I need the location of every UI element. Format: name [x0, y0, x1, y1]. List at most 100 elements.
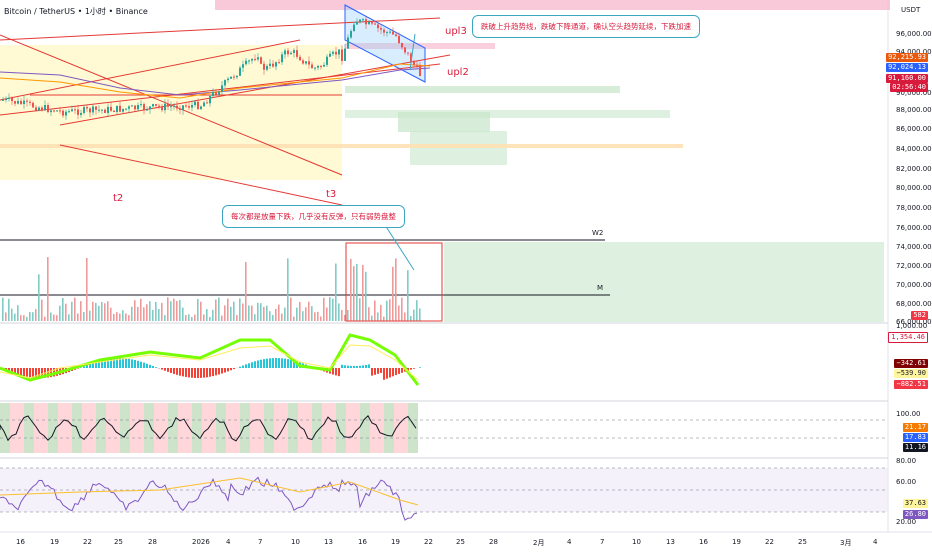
volume-bar — [410, 316, 412, 321]
volume-bar — [326, 307, 328, 321]
label-m[interactable]: M — [597, 284, 603, 292]
candle — [212, 92, 214, 96]
candle — [38, 108, 40, 111]
candle — [101, 110, 103, 111]
time-label: 25 — [114, 538, 123, 546]
volume-bar — [56, 315, 58, 321]
candle — [53, 110, 55, 111]
candle — [293, 50, 295, 53]
symbol-header[interactable]: Bitcoin / TetherUS • 1小时 • Binance — [4, 6, 148, 17]
candle — [224, 80, 226, 85]
volume-bar — [47, 257, 49, 321]
demand-zone — [345, 110, 670, 118]
macd-hist — [200, 368, 202, 378]
volume-bar — [158, 309, 160, 321]
time-label: 7 — [600, 538, 604, 546]
macd-hist — [383, 368, 385, 380]
label-t2[interactable]: t2 — [113, 193, 123, 204]
volume-bar — [161, 303, 163, 321]
price-label: 74,000.00 — [896, 243, 932, 251]
macd-hist — [410, 368, 412, 370]
macd-hist — [377, 368, 379, 374]
macd-hist — [335, 368, 337, 375]
macd-hist — [413, 368, 415, 369]
symbol-name: Bitcoin / TetherUS — [4, 7, 75, 16]
candle — [98, 110, 100, 111]
macd-hist — [368, 364, 370, 368]
supply-zone — [215, 0, 890, 10]
candle — [125, 109, 127, 110]
callout-top[interactable]: 跌破上升趋势线，跌破下降通道，确认空头趋势延续，下跌加速 — [472, 15, 700, 38]
volume-bar — [50, 312, 52, 321]
candle — [206, 103, 208, 104]
volume-bar — [407, 270, 409, 321]
candle — [338, 49, 340, 54]
candle — [44, 105, 46, 110]
candle — [359, 20, 361, 22]
volume-bar — [44, 317, 46, 321]
candle — [92, 106, 94, 112]
price-label: 88,000.00 — [896, 106, 932, 114]
candle — [47, 105, 49, 112]
candle — [242, 64, 244, 67]
volume-bar — [284, 308, 286, 321]
volume-bar — [29, 312, 31, 321]
macd-hist — [260, 360, 262, 368]
macd-hist — [356, 366, 358, 368]
volume-bar — [233, 302, 235, 321]
candle — [74, 109, 76, 110]
time-label: 19 — [391, 538, 400, 546]
candle — [182, 105, 184, 110]
volume-bar — [98, 306, 100, 321]
volume-bar — [113, 314, 115, 321]
candle — [380, 28, 382, 30]
candle — [17, 101, 19, 104]
candle — [416, 65, 418, 66]
macd-hist — [80, 367, 82, 368]
callout-pointer — [385, 225, 414, 270]
macd-hist — [224, 368, 226, 372]
label-upl3[interactable]: upl3 — [445, 26, 467, 37]
price-label: 84,000.00 — [896, 145, 932, 153]
candle — [251, 59, 253, 61]
rsi-axis-label: 60.00 — [896, 478, 916, 486]
osc-tag: 21.17 — [903, 423, 928, 432]
volume-bar — [320, 316, 322, 321]
macd-hist — [386, 368, 388, 379]
candle — [362, 19, 364, 20]
macd-hist — [266, 359, 268, 368]
candle — [260, 57, 262, 63]
volume-bar — [263, 307, 265, 321]
volume-bar — [32, 312, 34, 321]
volume-bar — [347, 310, 349, 321]
label-upl2[interactable]: upl2 — [447, 67, 469, 78]
macd-hist — [257, 360, 259, 368]
volume-bar — [368, 307, 370, 321]
rsi-tag: 37.63 — [903, 499, 928, 508]
osc-bg-green — [120, 403, 130, 453]
candle — [275, 62, 277, 66]
candle — [26, 101, 28, 102]
price-label: 70,000.00 — [896, 281, 932, 289]
candle — [287, 51, 289, 55]
macd-hist — [203, 368, 205, 378]
volume-bar — [260, 303, 262, 321]
demand-zone — [398, 112, 490, 132]
callout-mid[interactable]: 每次都是放量下跌，几乎没有反弹，只有弱势盘整 — [222, 205, 405, 228]
macd-hist — [221, 368, 223, 374]
candle — [230, 77, 232, 79]
macd-hist — [188, 368, 190, 377]
volume-bar — [413, 310, 415, 321]
candle — [20, 101, 22, 104]
candle — [50, 110, 52, 112]
candle — [389, 32, 391, 33]
label-t3[interactable]: t3 — [326, 189, 336, 200]
volume-bar — [227, 299, 229, 321]
exchange-label: Binance — [116, 7, 148, 16]
label-w2[interactable]: W2 — [592, 229, 603, 237]
macd-tag: 1,354.46 — [888, 332, 928, 343]
volume-bar — [104, 303, 106, 321]
volume-bar — [95, 303, 97, 321]
